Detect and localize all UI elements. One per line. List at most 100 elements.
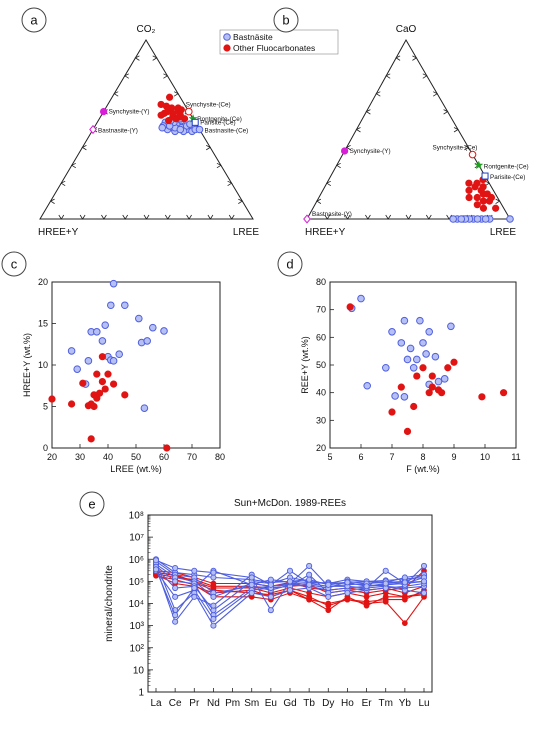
tick-mark bbox=[163, 73, 169, 79]
bastnasite-point bbox=[306, 571, 313, 578]
tick-mark bbox=[316, 198, 322, 204]
reference-marker bbox=[191, 118, 199, 126]
bastnasite-point bbox=[506, 215, 514, 223]
bastnasite-point bbox=[413, 355, 421, 364]
fluocarbonate-point bbox=[428, 372, 436, 380]
bastnasite-point bbox=[434, 377, 443, 386]
bastnasite-point bbox=[420, 589, 428, 596]
y-tick-label: 50 bbox=[316, 360, 326, 370]
bastnasite-point bbox=[267, 607, 274, 614]
tick-mark bbox=[60, 180, 66, 187]
bastnasite-point bbox=[191, 593, 198, 600]
tick-mark bbox=[113, 91, 119, 97]
tick-mark bbox=[495, 198, 501, 204]
y-tick-label: 10⁴ bbox=[129, 599, 144, 610]
y-tick-label: 1 bbox=[138, 688, 144, 699]
tick-mark bbox=[443, 109, 449, 115]
y-tick-label: 15 bbox=[38, 319, 48, 329]
x-tick-label: Ho bbox=[341, 698, 354, 709]
tick-mark bbox=[49, 198, 55, 204]
bastnasite-profile bbox=[155, 566, 425, 623]
vertex-label-top: CO₂ bbox=[137, 24, 156, 35]
bastnasite-point bbox=[267, 581, 274, 588]
fluocarbonate-point bbox=[479, 183, 487, 191]
legend-box bbox=[219, 29, 339, 55]
fluocarbonate-point bbox=[325, 607, 332, 614]
fluocarbonate-point bbox=[465, 193, 473, 202]
reference-label: Synchysite-(Ce) bbox=[186, 102, 231, 109]
x-tick-label: Tb bbox=[303, 698, 315, 709]
bastnasite-point bbox=[152, 557, 160, 564]
panel-label-circle bbox=[1, 251, 27, 277]
x-axis-label: F (wt.%) bbox=[406, 464, 440, 474]
panel-a: CO₂ HREE+Y LREE Synchysite-(Y) Bastnasite-(Y… bbox=[21, 7, 339, 238]
panel-label-circle bbox=[277, 251, 303, 277]
y-tick-label: 10⁷ bbox=[129, 533, 144, 544]
reference-label: Rontgenite-(Ce) bbox=[484, 163, 529, 170]
bastnasite-point bbox=[325, 581, 332, 588]
tick-mark bbox=[385, 214, 392, 220]
y-tick-label: 10 bbox=[133, 665, 145, 676]
bastnasite-point bbox=[143, 337, 151, 345]
bastnasite-point bbox=[409, 363, 418, 372]
reference-label: Bastnasite-(Y) bbox=[98, 128, 138, 135]
bastnasite-point bbox=[109, 357, 118, 365]
reference-marker bbox=[474, 160, 484, 170]
reference-label: Parisite-(Ce) bbox=[490, 174, 525, 181]
vertex-label-left: HREE+Y bbox=[38, 227, 79, 238]
bastnasite-point bbox=[420, 578, 428, 585]
reference-marker bbox=[341, 147, 349, 155]
y-tick-label: 20 bbox=[316, 443, 326, 453]
bastnasite-point bbox=[210, 593, 217, 600]
tick-mark bbox=[365, 109, 371, 115]
y-tick-label: 10 bbox=[38, 360, 48, 370]
fluocarbonate-point bbox=[174, 104, 182, 112]
y-axis-label: mineral/chondrite bbox=[104, 565, 115, 642]
bastnasite-point bbox=[391, 392, 399, 400]
vertex-label-left: HREE+Y bbox=[305, 227, 346, 238]
tick-mark bbox=[123, 73, 130, 79]
bastnasite-point bbox=[357, 294, 365, 303]
legend-label-fluocarbonate: Other Fluocarbonates bbox=[233, 43, 315, 53]
bastnasite-point bbox=[382, 567, 389, 574]
tick-mark bbox=[164, 214, 171, 220]
panel-b: CaO HREE+Y LREE Synchysite-(Y) Bastnasite-(Y… bbox=[273, 7, 529, 238]
bastnasite-point bbox=[397, 339, 406, 347]
x-tick-label: Tm bbox=[378, 698, 392, 709]
bastnasite-point bbox=[401, 579, 408, 586]
bastnasite-profile bbox=[155, 565, 425, 617]
tick-mark bbox=[122, 214, 129, 220]
bastnasite-point bbox=[135, 314, 143, 323]
bastnasite-point bbox=[363, 381, 372, 390]
y-tick-label: 10² bbox=[130, 643, 145, 654]
x-tick-label: Gd bbox=[283, 698, 296, 709]
fluocarbonate-point bbox=[104, 370, 112, 378]
tick-mark bbox=[216, 162, 222, 169]
bastnasite-point bbox=[149, 323, 157, 332]
fluocarbonate-point bbox=[164, 116, 173, 125]
tick-mark bbox=[345, 145, 351, 151]
tick-mark bbox=[425, 214, 432, 220]
fluocarbonate-point bbox=[79, 379, 87, 387]
bastnasite-point bbox=[344, 589, 351, 596]
tick-mark bbox=[58, 214, 65, 220]
x-tick-label: Nd bbox=[207, 698, 220, 709]
bastnasite-point bbox=[286, 578, 294, 585]
y-tick-label: 10⁶ bbox=[129, 555, 144, 566]
bastnasite-point bbox=[210, 602, 217, 609]
tick-mark bbox=[422, 73, 428, 79]
bastnasite-point bbox=[121, 301, 129, 310]
fluocarbonate-point bbox=[487, 193, 496, 202]
panel-c: 20 30 40 50 60 70 80 0 5 10 15 20 LREE (wt.%) HREE+Y … bbox=[1, 251, 225, 474]
tick-mark bbox=[484, 180, 491, 187]
fluocarbonate-point bbox=[382, 593, 389, 600]
bastnasite-profile bbox=[155, 558, 425, 585]
fluocarbonate-point bbox=[401, 620, 408, 627]
fluocarbonate-point bbox=[473, 179, 481, 187]
bastnasite-point bbox=[84, 357, 93, 365]
fluocarbonate-point bbox=[90, 402, 98, 411]
x-tick-label: 7 bbox=[389, 452, 394, 462]
fluocarbonate-point bbox=[425, 389, 433, 397]
x-tick-label: 9 bbox=[451, 452, 456, 462]
bastnasite-point bbox=[93, 328, 101, 336]
